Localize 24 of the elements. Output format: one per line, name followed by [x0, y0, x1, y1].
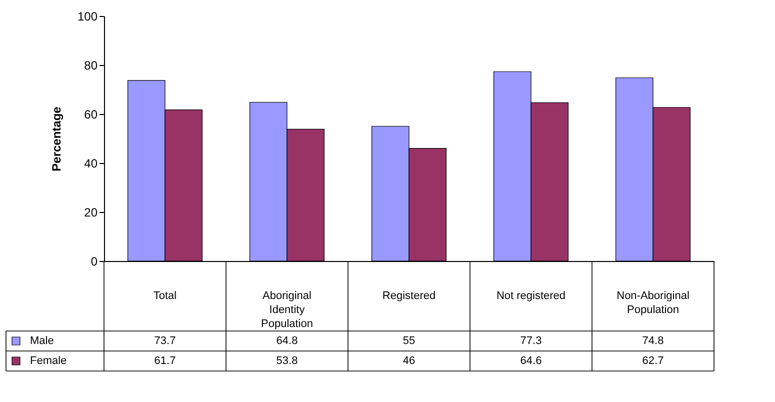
y-tick-label: 0: [90, 254, 98, 268]
x-tick-label: Not registered: [496, 290, 566, 302]
x-tick-label: Aboriginal Identity Population: [261, 290, 313, 330]
y-axis-title: Percentage: [49, 106, 64, 172]
legend-label: Female: [30, 355, 67, 367]
x-tick-label: Non-Aboriginal Population: [616, 290, 690, 316]
data-label: 55: [402, 335, 416, 347]
x-tick-label: Total: [153, 290, 177, 302]
data-label: 61.7: [154, 355, 176, 367]
data-label: 73.7: [154, 335, 176, 347]
x-tick-label: Registered: [382, 290, 436, 302]
data-label: 62.7: [642, 355, 664, 367]
legend-label: Male: [30, 335, 54, 347]
data-label: 77.3: [520, 335, 542, 347]
data-label: 46: [402, 355, 416, 367]
y-tick-label: 80: [84, 58, 98, 72]
data-label: 53.8: [276, 355, 298, 367]
y-tick-label: 100: [77, 10, 98, 24]
data-label: 64.6: [520, 355, 542, 367]
data-label: 74.8: [642, 335, 664, 347]
y-tick-label: 20: [84, 206, 98, 220]
y-tick-label: 60: [84, 108, 98, 122]
y-tick-label: 40: [84, 156, 98, 170]
data-label: 64.8: [276, 335, 298, 347]
